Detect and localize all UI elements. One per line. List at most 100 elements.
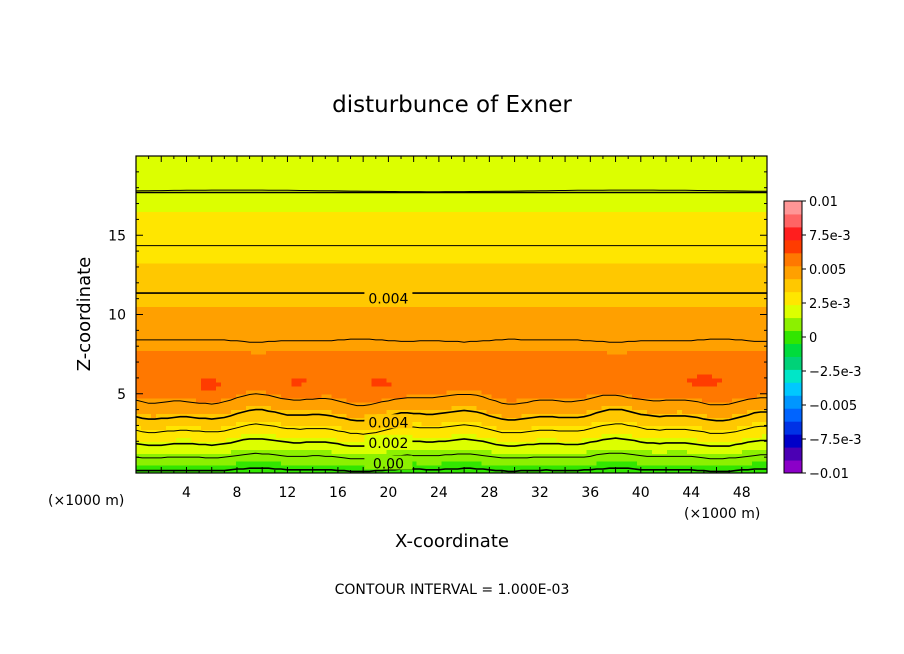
field-cell — [311, 322, 317, 327]
field-cell — [401, 429, 408, 434]
field-cell — [381, 334, 387, 339]
field-cell — [441, 342, 448, 347]
field-cell — [326, 409, 332, 415]
field-cell — [651, 373, 658, 379]
field-cell — [566, 358, 573, 363]
field-cell — [186, 397, 192, 403]
field-cell — [496, 318, 503, 324]
field-cell — [446, 358, 453, 363]
field-cell — [326, 326, 332, 331]
field-cell — [561, 421, 568, 427]
field-cell — [151, 461, 157, 466]
field-cell — [401, 366, 408, 371]
field-cell — [156, 350, 162, 355]
field-cell — [641, 393, 648, 399]
field-cell — [186, 326, 192, 331]
field-cell — [546, 314, 553, 320]
field-cell — [276, 350, 282, 355]
field-cell — [161, 413, 167, 419]
field-cell — [466, 417, 473, 423]
field-cell — [176, 445, 182, 450]
field-cell — [191, 330, 197, 335]
field-cell — [306, 334, 312, 339]
field-cell — [521, 314, 528, 320]
field-cell — [651, 469, 658, 474]
field-cell — [446, 413, 453, 419]
field-cell — [746, 381, 753, 387]
field-cell — [306, 461, 312, 466]
field-cell — [306, 421, 312, 427]
field-cell — [736, 465, 743, 470]
field-cell — [421, 457, 428, 462]
field-cell — [491, 369, 498, 375]
field-cell — [446, 421, 453, 427]
field-cell — [271, 413, 277, 419]
field-cell — [471, 389, 478, 395]
field-cell — [746, 334, 753, 339]
field-cell — [651, 362, 658, 367]
field-cell — [161, 334, 167, 339]
field-cell — [276, 413, 282, 419]
field-cell — [276, 354, 282, 359]
field-cell — [451, 405, 458, 411]
field-cell — [491, 465, 498, 470]
field-cell — [716, 457, 723, 462]
field-cell — [691, 334, 698, 339]
field-cell — [621, 441, 628, 446]
field-cell — [351, 465, 357, 470]
field-cell — [221, 314, 227, 320]
field-cell — [281, 469, 287, 474]
field-cell — [381, 397, 387, 403]
field-cell — [331, 381, 337, 387]
field-cell — [556, 449, 563, 454]
field-cell — [246, 461, 252, 466]
field-cell — [501, 350, 508, 355]
field-cell — [321, 421, 327, 427]
field-cell — [556, 385, 563, 391]
field-cell — [156, 461, 162, 466]
field-cell — [531, 366, 538, 371]
field-cell — [716, 429, 723, 434]
field-cell — [336, 342, 342, 347]
field-cell — [656, 409, 663, 415]
field-cell — [681, 366, 688, 371]
field-cell — [616, 453, 623, 458]
field-cell — [511, 437, 518, 442]
field-cell — [161, 457, 167, 462]
field-cell — [216, 397, 222, 403]
field-cell — [601, 334, 608, 339]
field-cell — [611, 350, 618, 355]
field-cell — [441, 322, 448, 327]
field-cell — [556, 362, 563, 367]
field-cell — [216, 350, 222, 355]
field-cell — [166, 397, 172, 403]
field-cell — [256, 377, 262, 383]
field-cell — [181, 322, 187, 327]
field-cell — [646, 354, 653, 359]
field-cell — [191, 358, 197, 363]
field-cell — [656, 318, 663, 324]
field-cell — [281, 354, 287, 359]
field-cell — [541, 358, 548, 363]
field-cell — [381, 354, 387, 359]
field-cell — [196, 393, 202, 399]
field-cell — [716, 346, 723, 351]
field-cell — [621, 401, 628, 407]
field-cell — [686, 405, 693, 411]
field-cell — [711, 445, 718, 450]
field-cell — [531, 318, 538, 324]
field-cell — [261, 393, 267, 399]
field-cell — [546, 326, 553, 331]
field-cell — [641, 373, 648, 379]
field-cell — [311, 469, 317, 474]
field-cell — [346, 453, 352, 458]
field-cell — [641, 366, 648, 371]
field-cell — [311, 393, 317, 399]
field-cell — [346, 461, 352, 466]
field-cell — [386, 393, 393, 399]
field-cell — [441, 465, 448, 470]
field-cell — [671, 429, 678, 434]
field-cell — [656, 342, 663, 347]
field-cell — [301, 393, 307, 399]
field-cell — [701, 373, 708, 379]
